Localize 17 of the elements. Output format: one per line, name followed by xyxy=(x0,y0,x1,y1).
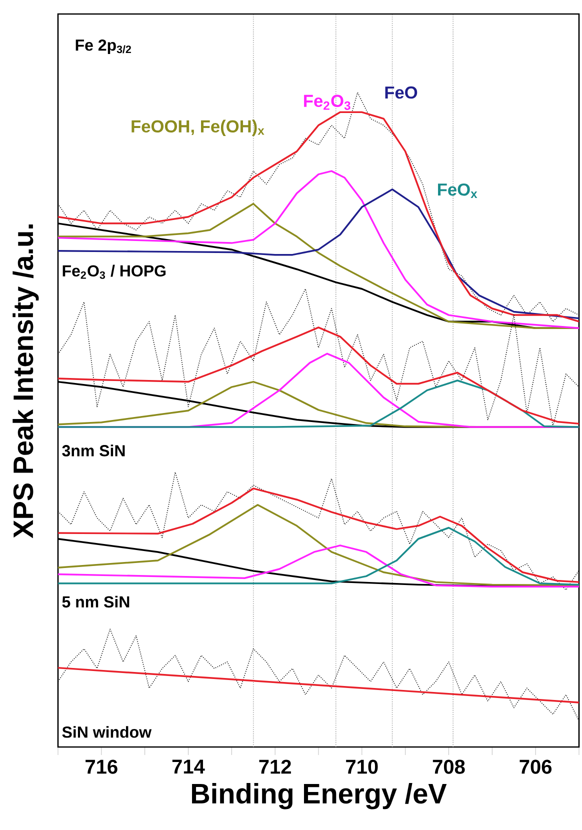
text: FeOOH, Fe(OH)$_{x}$ xyxy=(132,120,264,136)
annotation: SiN window xyxy=(62,726,152,738)
text: FeO$_{x}$ xyxy=(438,183,478,198)
annotation: 3nm SiN xyxy=(62,444,125,456)
x-tick-label: 714 xyxy=(172,760,205,774)
x-tick-label: 710 xyxy=(346,760,378,774)
x-axis-title: Binding Energy /eV xyxy=(192,783,447,810)
x-tick-label: 708 xyxy=(432,760,465,774)
text: Fe$_{2}$O$_{3}$ xyxy=(304,94,350,110)
x-tick-label: 712 xyxy=(259,760,291,774)
text: Fe 2p$_{3/2}$ xyxy=(76,39,131,54)
x-tick-label: 716 xyxy=(86,760,118,774)
annotation: 5 nm SiN xyxy=(62,596,130,608)
annotation: Fe$_{2}$O$_{3}$ / HOPG xyxy=(62,264,166,279)
text: FeO xyxy=(385,86,418,99)
y-axis-title: XPS Peak Intensity /a.u. xyxy=(12,224,39,538)
x-tick-label: 706 xyxy=(520,760,552,774)
